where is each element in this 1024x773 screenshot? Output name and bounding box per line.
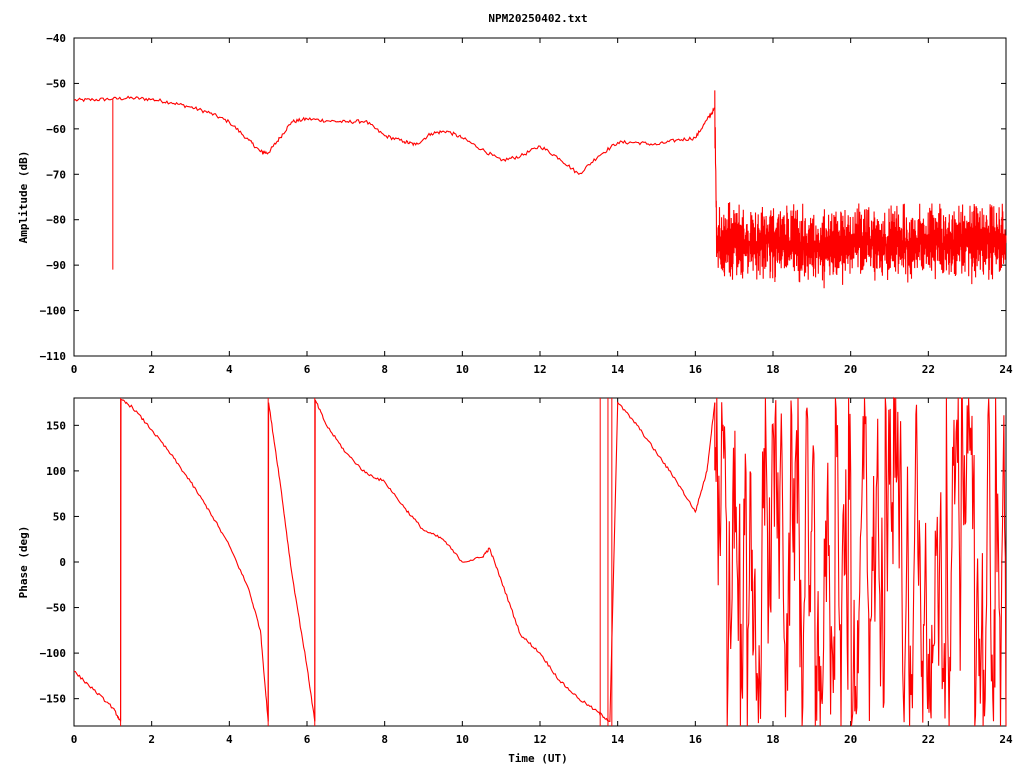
amplitude-x-tick-label: 22 [922,363,935,376]
amplitude-y-tick-label: −50 [46,77,66,90]
amplitude-ticks: 0 2 4 6 8 10 12 14 16 18 20 22 24−40−50−60−70−80−90−… [40,32,1013,376]
phase-x-tick-label: 8 [381,733,388,746]
amplitude-x-tick-label: 24 [999,363,1013,376]
phase-y-tick-label: 150 [46,419,66,432]
phase-y-tick-label: −50 [46,602,66,615]
phase-y-tick-label: 50 [53,510,66,523]
amplitude-x-tick-label: 2 [148,363,155,376]
amplitude-y-tick-label: −70 [46,168,66,181]
amplitude-x-tick-label: 16 [689,363,703,376]
amplitude-x-tick-label: 14 [611,363,625,376]
amplitude-x-tick-label: 0 [71,363,78,376]
phase-x-tick-label: 10 [456,733,469,746]
phase-x-tick-label: 24 [999,733,1013,746]
amplitude-series-line [73,95,716,176]
amplitude-x-tick-label: 4 [226,363,233,376]
phase-x-tick-label: 2 [148,733,155,746]
phase-x-tick-label: 14 [611,733,625,746]
amplitude-plot-frame [73,37,1007,357]
amplitude-x-tick-label: 6 [304,363,311,376]
phase-x-tick-label: 20 [844,733,857,746]
phase-y-tick-label: −100 [40,647,67,660]
amplitude-y-tick-label: −90 [46,259,66,272]
phase-y-axis-label: Phase (deg) [17,526,30,599]
phase-x-tick-label: 6 [304,733,311,746]
phase-ticks: 0 2 4 6 8 10 12 14 16 18 20 22 24150100500−50−100−15… [40,398,1013,746]
phase-x-axis-label: Time (UT) [508,752,568,765]
amplitude-x-tick-label: 18 [766,363,779,376]
phase-noise-segment [714,396,1007,727]
phase-panel: 0 2 4 6 8 10 12 14 16 18 20 22 24150100500−50−100−15… [17,396,1013,765]
phase-x-tick-label: 4 [226,733,233,746]
amplitude-x-tick-label: 20 [844,363,857,376]
amplitude-y-tick-label: −110 [40,350,67,363]
phase-y-tick-label: 100 [46,465,66,478]
amplitude-panel: 0 2 4 6 8 10 12 14 16 18 20 22 24−40−50−60−70−80−90−… [17,32,1013,376]
amplitude-series [73,90,1007,289]
amplitude-x-tick-label: 12 [533,363,546,376]
phase-y-tick-label: −150 [40,693,67,706]
phase-x-tick-label: 12 [533,733,546,746]
amplitude-noise-segment [714,90,1007,289]
amplitude-y-tick-label: −60 [46,123,66,136]
phase-y-tick-label: 0 [59,556,66,569]
phase-series [73,396,1007,727]
amplitude-y-axis-label: Amplitude (dB) [17,151,30,244]
phase-x-tick-label: 0 [71,733,78,746]
phase-x-tick-label: 18 [766,733,779,746]
amplitude-y-tick-label: −40 [46,32,66,45]
phase-series-line [73,399,716,723]
amplitude-y-tick-label: −80 [46,214,66,227]
phase-x-tick-label: 16 [689,733,703,746]
amplitude-y-tick-label: −100 [40,305,67,318]
phase-x-tick-label: 22 [922,733,935,746]
amplitude-x-tick-label: 10 [456,363,469,376]
chart-title: NPM20250402.txt [488,12,587,25]
amplitude-x-tick-label: 8 [381,363,388,376]
